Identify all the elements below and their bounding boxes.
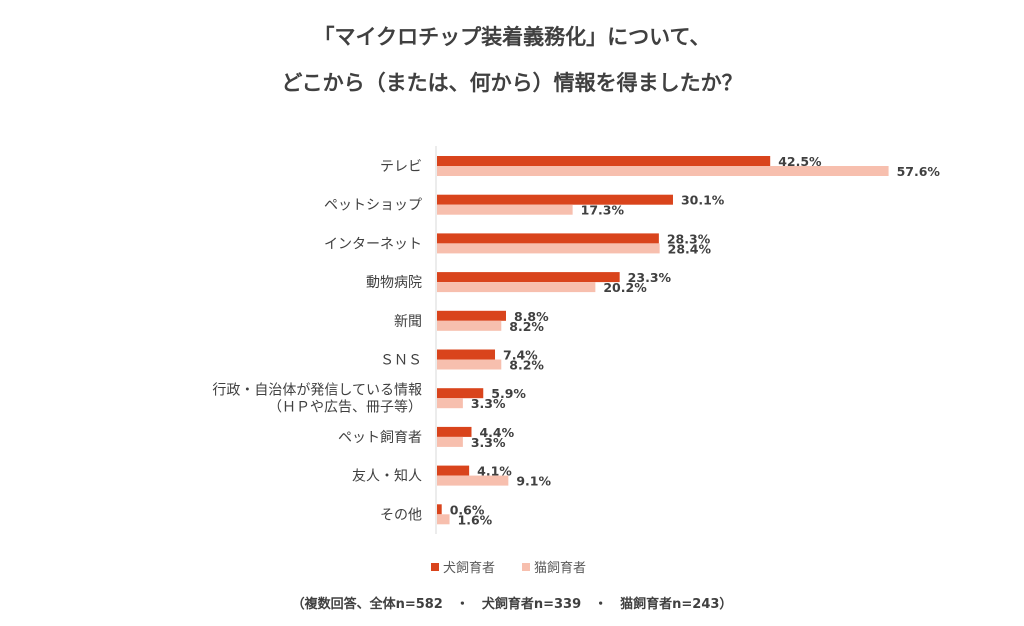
bar-cat-owners <box>437 475 509 486</box>
bar-cat-owners <box>437 398 463 409</box>
legend-label-dog: 犬飼育者 <box>443 560 495 576</box>
category-label: ペット飼育者 <box>338 430 422 446</box>
category-label: その他 <box>380 507 422 523</box>
legend: 犬飼育者 猫飼育者 <box>431 560 586 576</box>
plot-area: テレビ 42.5% 57.6% ペットショップ 30.1% 17.3% インターネット 28.… <box>212 154 940 527</box>
bar-dog-owners <box>437 272 620 283</box>
data-label-dog-owners: 23.3% <box>628 270 672 285</box>
data-label-dog-owners: 4.4% <box>479 425 514 440</box>
data-label-dog-owners: 42.5% <box>778 154 822 169</box>
data-label-dog-owners: 0.6% <box>450 502 485 517</box>
data-label-dog-owners: 30.1% <box>681 193 725 208</box>
bar-cat-owners <box>437 359 502 370</box>
data-label-cat-owners: 28.4% <box>668 241 712 256</box>
bar-cat-owners <box>437 282 596 293</box>
bar-cat-owners <box>437 243 660 254</box>
category-label: 行政・自治体が発信している情報 <box>212 383 422 399</box>
bar-dog-owners <box>437 388 484 399</box>
sample-size-note: （複数回答、全体n=582 ・ 犬飼育者n=339 ・ 猫飼育者n=243） <box>292 596 733 612</box>
data-label-dog-owners: 5.9% <box>491 386 526 401</box>
bar-dog-owners <box>437 233 659 244</box>
category-label: 動物病院 <box>366 275 422 291</box>
data-label-dog-owners: 7.4% <box>503 348 538 363</box>
data-label-cat-owners: 1.6% <box>458 512 493 527</box>
legend-swatch-cat <box>522 563 530 571</box>
data-label-cat-owners: 20.2% <box>603 280 647 295</box>
bar-dog-owners <box>437 426 472 437</box>
bar-dog-owners <box>437 349 496 360</box>
category-label: ペットショップ <box>324 198 422 214</box>
category-label: インターネット <box>324 236 422 252</box>
bar-cat-owners <box>437 320 502 331</box>
data-label-cat-owners: 17.3% <box>581 203 625 218</box>
category-label: 友人・知人 <box>352 468 422 485</box>
data-label-dog-owners: 8.8% <box>514 309 549 324</box>
bar-dog-owners <box>437 504 442 515</box>
data-label-cat-owners: 57.6% <box>897 164 941 179</box>
bar-dog-owners <box>437 156 771 166</box>
chart-title-line-1: 「マイクロチップ装着義務化」について、 <box>314 25 711 49</box>
chart-title-line-2: どこから（または、何から）情報を得ましたか？ <box>281 71 742 95</box>
data-label-cat-owners: 8.2% <box>509 319 544 334</box>
bar-cat-owners <box>437 166 889 176</box>
category-label: テレビ <box>380 159 422 175</box>
bar-cat-owners <box>437 204 573 215</box>
data-label-dog-owners: 28.3% <box>667 231 711 246</box>
data-label-cat-owners: 3.3% <box>471 435 506 450</box>
data-label-dog-owners: 4.1% <box>477 464 512 479</box>
category-label: （ＨＰや広告、冊子等） <box>268 399 422 416</box>
bar-cat-owners <box>437 514 450 525</box>
data-label-cat-owners: 3.3% <box>471 396 506 411</box>
bar-dog-owners <box>437 310 506 321</box>
bar-dog-owners <box>437 194 673 205</box>
category-label: ＳＮＳ <box>380 353 422 369</box>
bar-cat-owners <box>437 436 463 447</box>
data-label-cat-owners: 9.1% <box>516 474 551 489</box>
legend-label-cat: 猫飼育者 <box>534 560 586 576</box>
bar-dog-owners <box>437 465 470 476</box>
category-label: 新聞 <box>394 314 422 330</box>
data-label-cat-owners: 8.2% <box>509 358 544 373</box>
legend-swatch-dog <box>431 563 439 571</box>
